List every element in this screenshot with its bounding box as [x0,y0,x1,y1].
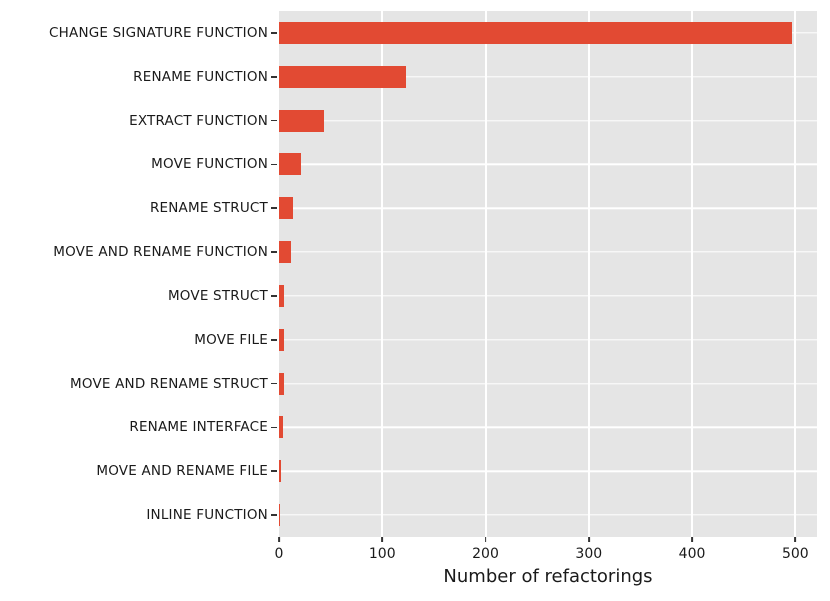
x-tick-label: 400 [678,546,706,562]
plot-area [279,11,817,537]
y-tick-label: INLINE FUNCTION [146,507,268,524]
bar [279,241,292,264]
y-gridline [279,295,817,297]
y-gridline [279,382,817,385]
x-tick-mark [278,537,280,542]
y-tick-label: MOVE STRUCT [167,287,268,304]
y-gridline [279,251,817,253]
y-tick-mark [271,251,277,253]
bar [279,504,281,527]
x-tick-label: 500 [781,546,809,562]
y-gridline [279,426,817,429]
y-tick-mark [271,295,277,297]
x-tick-label: 0 [274,546,284,562]
x-tick-label: 300 [575,546,603,562]
x-tick-mark [587,537,590,542]
y-gridline [279,514,817,516]
x-gridline [587,11,590,537]
y-tick-mark [271,338,277,341]
x-gridline [794,11,797,537]
y-tick-label: MOVE AND RENAME FUNCTION [53,244,268,261]
y-tick-label: RENAME FUNCTION [133,68,268,85]
y-gridline [279,119,817,122]
x-axis-label: Number of refactorings [443,566,653,587]
x-gridline [484,11,487,537]
x-tick-mark [794,537,797,542]
x-gridline [381,11,384,537]
y-tick-label: RENAME INTERFACE [129,419,268,436]
bar [279,416,284,439]
y-tick-mark [271,75,277,78]
bar [279,197,294,220]
y-tick-label: RENAME STRUCT [149,200,268,217]
y-tick-mark [271,382,277,385]
bar [279,65,406,88]
y-gridline [279,470,817,472]
y-gridline [279,339,817,341]
x-tick-mark [691,537,693,542]
y-tick-mark [271,470,277,473]
y-tick-mark [271,514,277,516]
y-tick-label: EXTRACT FUNCTION [129,112,268,129]
bar [279,328,285,351]
y-tick-mark [271,32,277,34]
y-tick-mark [271,163,277,166]
x-tick-label: 100 [368,546,396,562]
y-gridline [279,76,817,78]
x-tick-mark [381,537,384,542]
y-tick-mark [271,119,277,122]
y-tick-label: MOVE AND RENAME FILE [96,463,268,480]
y-tick-label: CHANGE SIGNATURE FUNCTION [49,24,268,41]
bar [279,372,285,395]
y-tick-label: MOVE FUNCTION [151,156,268,173]
y-tick-mark [271,207,277,210]
x-tick-mark [484,537,487,542]
y-tick-label: MOVE FILE [194,331,268,348]
y-tick-label: MOVE AND RENAME STRUCT [70,375,268,392]
bar [279,153,301,176]
bar [279,21,793,44]
y-gridline [279,163,817,166]
x-tick-label: 200 [472,546,499,562]
bar [279,284,285,307]
x-gridline [691,11,694,537]
bar [279,460,282,483]
bar [279,109,325,132]
y-gridline [279,207,817,209]
y-tick-mark [271,426,277,429]
